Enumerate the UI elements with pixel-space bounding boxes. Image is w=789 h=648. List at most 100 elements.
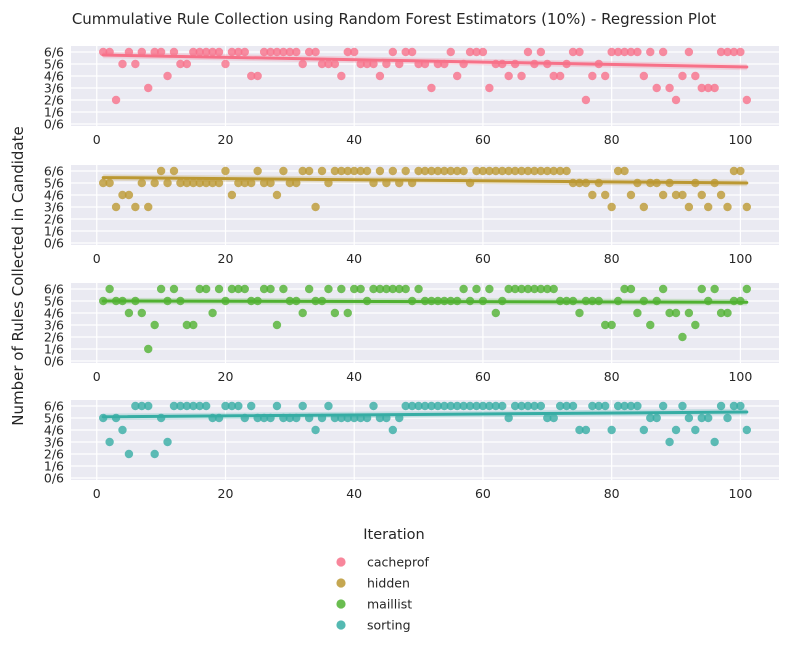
data-point: [568, 47, 578, 57]
data-point: [214, 47, 224, 57]
data-point: [234, 401, 243, 411]
data-point: [356, 59, 365, 69]
data-point: [427, 401, 436, 411]
data-point: [137, 178, 146, 188]
data-point: [575, 425, 584, 435]
data-point: [665, 83, 674, 93]
data-point: [137, 308, 146, 318]
data-point: [208, 178, 217, 188]
data-point: [420, 166, 430, 176]
plot-background: [71, 46, 779, 126]
data-point: [517, 166, 526, 176]
data-point: [459, 166, 468, 176]
data-point: [504, 413, 513, 423]
data-point: [401, 284, 410, 294]
y-tick-label: 0/6: [44, 236, 64, 251]
data-point: [401, 166, 410, 176]
data-point: [620, 47, 629, 57]
data-point: [472, 47, 481, 57]
x-tick-label: 80: [604, 486, 620, 501]
data-point: [266, 178, 275, 188]
data-point: [337, 166, 346, 176]
panel-hidden: 0/61/62/63/64/65/66/6 0 20 40 60 80 100: [44, 164, 779, 266]
data-point: [337, 284, 346, 294]
data-point: [234, 47, 243, 57]
data-point: [671, 308, 681, 318]
data-point: [375, 166, 385, 176]
data-point: [678, 401, 687, 411]
data-point: [343, 47, 352, 57]
data-point: [298, 59, 307, 69]
y-tick-label: 3/6: [44, 435, 64, 450]
data-point: [646, 320, 655, 330]
data-point: [446, 47, 455, 57]
data-point: [324, 284, 333, 294]
data-point: [446, 166, 455, 176]
data-point: [144, 83, 153, 93]
x-tick-label: 60: [475, 132, 491, 147]
data-point: [575, 47, 584, 57]
data-point: [169, 47, 179, 57]
data-point: [536, 401, 546, 411]
data-point: [485, 284, 494, 294]
data-point: [214, 284, 224, 294]
data-point: [407, 47, 417, 57]
data-point: [285, 47, 295, 57]
data-point: [247, 401, 256, 411]
x-tick-label: 40: [346, 251, 362, 266]
x-tick-label: 60: [475, 486, 491, 501]
data-point: [697, 413, 706, 423]
data-point: [343, 166, 352, 176]
data-point: [298, 401, 307, 411]
data-point: [710, 83, 719, 93]
data-point: [189, 401, 198, 411]
data-point: [742, 284, 752, 294]
data-point: [189, 178, 198, 188]
data-point: [272, 401, 282, 411]
data-point: [414, 284, 423, 294]
data-point: [272, 47, 282, 57]
data-point: [259, 47, 269, 57]
data-point: [613, 166, 623, 176]
data-point: [169, 166, 179, 176]
y-tick-label: 3/6: [44, 200, 64, 215]
y-tick-label: 2/6: [44, 212, 64, 227]
data-point: [240, 284, 249, 294]
data-point: [369, 401, 378, 411]
data-point: [279, 166, 288, 176]
data-point: [626, 284, 636, 294]
y-tick-label: 5/6: [44, 57, 64, 72]
data-point: [311, 202, 320, 212]
x-tick-label: 20: [218, 132, 234, 147]
panel-cacheprof: 0/61/62/63/64/65/66/6 0 20 40 60 80 100: [44, 45, 779, 147]
data-point: [279, 47, 288, 57]
data-point: [356, 284, 365, 294]
data-point: [510, 401, 520, 411]
data-point: [324, 401, 333, 411]
x-tick-label: 100: [728, 132, 752, 147]
y-tick-label: 1/6: [44, 459, 64, 474]
x-tick-label: 40: [346, 132, 362, 147]
y-tick-label: 4/6: [44, 306, 64, 321]
data-point: [459, 284, 468, 294]
data-point: [350, 284, 359, 294]
y-tick-label: 4/6: [44, 69, 64, 84]
data-point: [131, 202, 140, 212]
y-tick-label: 3/6: [44, 81, 64, 96]
data-point: [388, 166, 398, 176]
plot-background: [71, 283, 779, 363]
data-point: [124, 190, 134, 200]
data-point: [111, 202, 121, 212]
x-tick-label: 80: [604, 251, 620, 266]
data-point: [639, 71, 649, 81]
data-point: [523, 47, 533, 57]
data-point: [452, 401, 462, 411]
data-point: [658, 190, 668, 200]
data-point: [491, 401, 500, 411]
x-tick-label: 40: [346, 486, 362, 501]
x-tick-label: 100: [728, 369, 752, 384]
data-point: [581, 95, 591, 105]
chart-title: Cummulative Rule Collection using Random…: [72, 10, 716, 28]
